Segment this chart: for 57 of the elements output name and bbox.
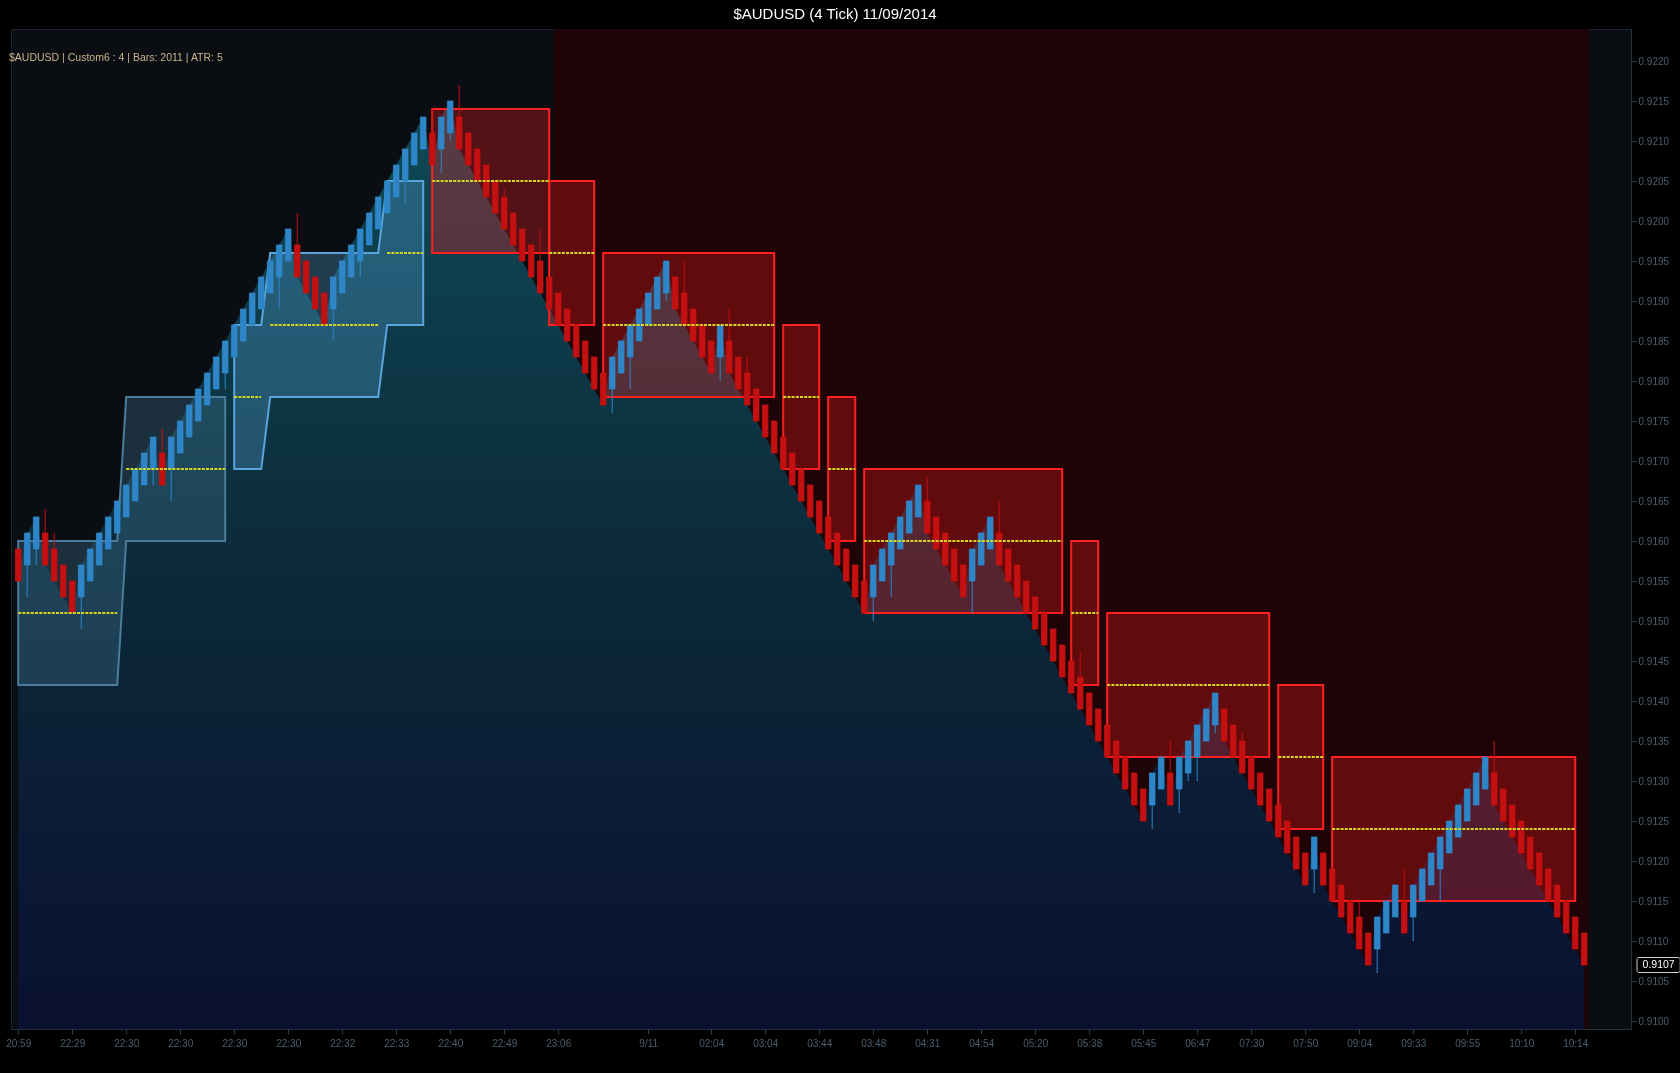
- x-tick-label: 09:55: [1455, 1037, 1481, 1049]
- x-tick-label: 22:30: [114, 1037, 140, 1049]
- y-tick-label: 0.9145: [1638, 655, 1670, 667]
- x-tick-label: 05:20: [1023, 1037, 1049, 1049]
- y-tick-label: 0.9105: [1638, 975, 1670, 987]
- x-tick-label: 07:30: [1239, 1037, 1265, 1049]
- y-tick-label: 0.9130: [1638, 775, 1670, 787]
- x-tick-label: 10:14: [1563, 1037, 1589, 1049]
- y-tick-label: 0.9195: [1638, 255, 1670, 267]
- x-tick-label: 04:31: [915, 1037, 941, 1049]
- x-tick-label: 22:30: [168, 1037, 194, 1049]
- y-tick-label: 0.9140: [1638, 695, 1670, 707]
- y-tick-label: 0.9210: [1638, 135, 1670, 147]
- y-tick-label: 0.9135: [1638, 735, 1670, 747]
- y-tick-label: 0.9150: [1638, 615, 1670, 627]
- x-tick-label: 10:10: [1509, 1037, 1535, 1049]
- x-tick-label: 23:06: [546, 1037, 572, 1049]
- x-tick-label: 03:48: [861, 1037, 887, 1049]
- y-tick-label: 0.9110: [1638, 935, 1669, 947]
- x-tick-label: 9/11: [639, 1037, 659, 1049]
- y-tick-label: 0.9160: [1638, 535, 1670, 547]
- y-tick-label: 0.9175: [1638, 415, 1670, 427]
- y-tick-label: 0.9190: [1638, 295, 1670, 307]
- y-tick-label: 0.9180: [1638, 375, 1670, 387]
- y-tick-label: 0.9170: [1638, 455, 1670, 467]
- x-tick-label: 22:49: [492, 1037, 518, 1049]
- x-tick-label: 06:47: [1185, 1037, 1211, 1049]
- x-tick-label: 22:32: [330, 1037, 356, 1049]
- x-tick-label: 05:45: [1131, 1037, 1157, 1049]
- x-tick-label: 04:54: [969, 1037, 995, 1049]
- y-tick-label: 0.9220: [1638, 55, 1670, 67]
- x-tick-label: 03:04: [753, 1037, 779, 1049]
- chart-title: $AUDUSD (4 Tick) 11/09/2014: [733, 5, 937, 22]
- y-tick-label: 0.9115: [1638, 895, 1669, 907]
- y-tick-label: 0.9200: [1638, 215, 1670, 227]
- annotation: $AUDUSD | Custom6 : 4 | Bars: 2011 | ATR: 5: [9, 50, 223, 63]
- x-tick-label: 20:59: [6, 1037, 32, 1049]
- x-tick-label: 09:04: [1347, 1037, 1373, 1049]
- y-tick-label: 0.9205: [1638, 175, 1670, 187]
- y-tick-label: 0.9125: [1638, 815, 1670, 827]
- x-tick-label: 02:04: [699, 1037, 725, 1049]
- x-tick-label: 22:30: [276, 1037, 302, 1049]
- x-tick-label: 22:30: [222, 1037, 248, 1049]
- text: 0.9107: [1642, 958, 1675, 970]
- x-tick-label: 03:44: [807, 1037, 833, 1049]
- y-tick-label: 0.9155: [1638, 575, 1670, 587]
- y-tick-label: 0.9165: [1638, 495, 1670, 507]
- x-tick-label: 05:38: [1077, 1037, 1103, 1049]
- x-tick-label: 22:29: [60, 1037, 86, 1049]
- x-tick-label: 09:33: [1401, 1037, 1427, 1049]
- y-tick-label: 0.9215: [1638, 95, 1670, 107]
- x-tick-label: 22:40: [438, 1037, 464, 1049]
- x-tick-label: 22:33: [384, 1037, 410, 1049]
- y-tick-label: 0.9185: [1638, 335, 1670, 347]
- y-tick-label: 0.9100: [1638, 1015, 1670, 1027]
- y-tick-label: 0.9120: [1638, 855, 1670, 867]
- x-tick-label: 07:50: [1293, 1037, 1319, 1049]
